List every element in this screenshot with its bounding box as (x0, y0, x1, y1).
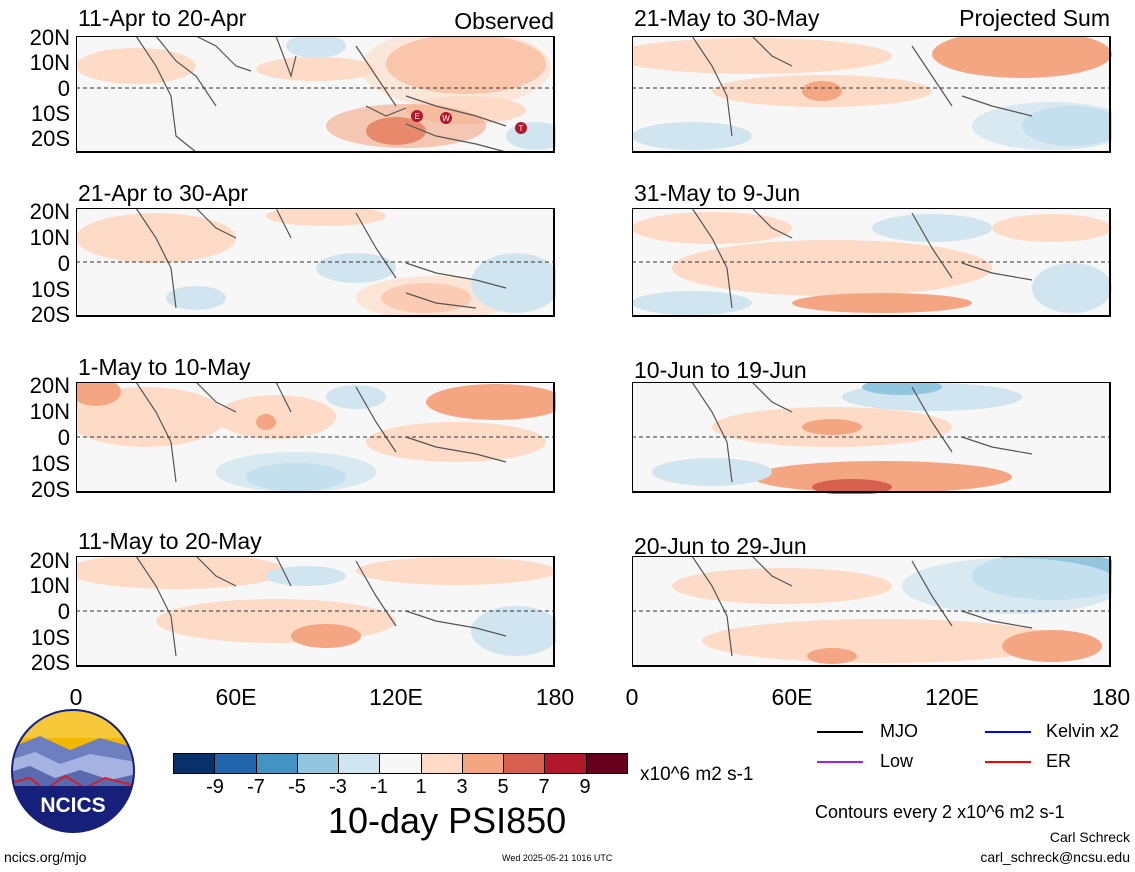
colorbar-tick-label: -7 (247, 776, 265, 798)
lon-label: 0 (69, 684, 83, 710)
legend-label: Kelvin x2 (1046, 721, 1120, 741)
lat-label: 10S (30, 625, 70, 650)
lat-label: 20S (30, 126, 70, 151)
contour-note: Contours every 2 x10^6 m2 s-1 (815, 802, 1065, 822)
colorbar-swatch (504, 754, 546, 773)
panel-title-5: 21-May to 30-May (634, 5, 820, 31)
lon-label: 60E (215, 684, 257, 710)
lon-label: 0 (625, 684, 639, 710)
lat-label: 10N (29, 573, 70, 598)
map-panel-1: E W T (76, 36, 556, 153)
lat-label: 10N (29, 50, 70, 75)
panel-title-4: 11-May to 20-May (78, 528, 262, 554)
colorbar-tick-label: 3 (456, 776, 468, 798)
colorbar-swatch (545, 754, 587, 773)
panel-title-3: 1-May to 10-May (78, 354, 251, 380)
colorbar-units: x10^6 m2 s-1 (640, 764, 754, 785)
colorbar-tick-label: -1 (370, 776, 388, 798)
colorbar-swatch (174, 754, 216, 773)
lat-label: 20N (29, 548, 70, 573)
map-panel-5 (632, 36, 1112, 153)
storm-markers: E W T (411, 110, 527, 134)
colorbar-swatch (215, 754, 257, 773)
lat-label: 10S (30, 451, 70, 476)
map-panel-3 (76, 382, 556, 493)
author-email: carl_schreck@ncsu.edu (980, 849, 1130, 865)
lat-label: 10S (30, 101, 70, 126)
ncics-logo: NCICS (11, 709, 135, 833)
lat-label: 20N (29, 199, 70, 224)
colorbar-swatch (462, 754, 505, 773)
lat-label: 10N (29, 225, 70, 250)
lon-label: 180 (535, 684, 575, 710)
lat-label: 10N (29, 399, 70, 424)
storm-marker-label: T (519, 124, 524, 133)
storm-marker-label: W (442, 114, 450, 123)
lat-label: 20S (30, 650, 70, 675)
lon-label: 120E (925, 684, 979, 710)
panel-tag-observed: Observed (454, 8, 554, 34)
colorbar-tick-label: 9 (579, 776, 591, 798)
map-panel-6 (632, 208, 1112, 317)
colorbar-swatch (256, 754, 298, 773)
storm-marker-label: E (414, 112, 419, 121)
map-panel-2 (76, 208, 556, 318)
legend-line-mjo (817, 731, 863, 733)
colorbar-tick-label: 7 (538, 776, 550, 798)
legend-label: ER (1046, 751, 1072, 771)
panel-title-1: 11-Apr to 20-Apr (78, 5, 247, 31)
colorbar-tick-label: -3 (329, 776, 347, 798)
author-name: Carl Schreck (1049, 829, 1130, 845)
panel-title-8: 20-Jun to 29-Jun (634, 533, 807, 559)
colorbar-swatch (297, 754, 340, 773)
lat-label: 10S (30, 277, 70, 302)
colorbar-swatch (380, 754, 422, 773)
legend-label: Low (880, 751, 914, 771)
lat-label: 20S (30, 477, 70, 502)
lat-label: 0 (57, 251, 70, 276)
legend-line-er (985, 761, 1031, 763)
lat-label: 0 (57, 599, 70, 624)
legend-line-kelvin (985, 731, 1031, 733)
colorbar-tick-label: -5 (288, 776, 306, 798)
lat-label: 20N (29, 25, 70, 50)
panel-tag-projected: Projected Sum (959, 5, 1110, 31)
panel-title-2: 21-Apr to 30-Apr (78, 180, 249, 206)
lat-label: 20S (30, 302, 70, 327)
map-panel-7 (632, 382, 1111, 494)
map-panel-8 (632, 556, 1112, 667)
colorbar-tick-label: 5 (497, 776, 509, 798)
panel-title-6: 31-May to 9-Jun (634, 180, 801, 206)
legend-line-low (817, 761, 863, 763)
colorbar-swatch (421, 754, 463, 773)
colorbar-tick-label: -9 (206, 776, 224, 798)
panel-title-7: 10-Jun to 19-Jun (634, 357, 807, 383)
lon-label: 60E (771, 684, 813, 710)
lon-label: 120E (369, 684, 423, 710)
colorbar-tick-label: 1 (415, 776, 427, 798)
lat-label: 20N (29, 373, 70, 398)
product-title: 10-day PSI850 (328, 800, 567, 841)
logo-text: NCICS (40, 794, 105, 817)
map-panel-4 (76, 556, 556, 667)
lat-label: 0 (57, 425, 70, 450)
lat-label: 0 (57, 76, 70, 101)
legend-label: MJO (880, 721, 918, 741)
timestamp: Wed 2025-05-21 1016 UTC (502, 853, 613, 863)
colorbar-swatch (586, 754, 627, 773)
colorbar-swatch (339, 754, 381, 773)
lon-label: 180 (1091, 684, 1131, 710)
site-url: ncics.org/mjo (4, 849, 87, 865)
colorbar (173, 753, 628, 774)
